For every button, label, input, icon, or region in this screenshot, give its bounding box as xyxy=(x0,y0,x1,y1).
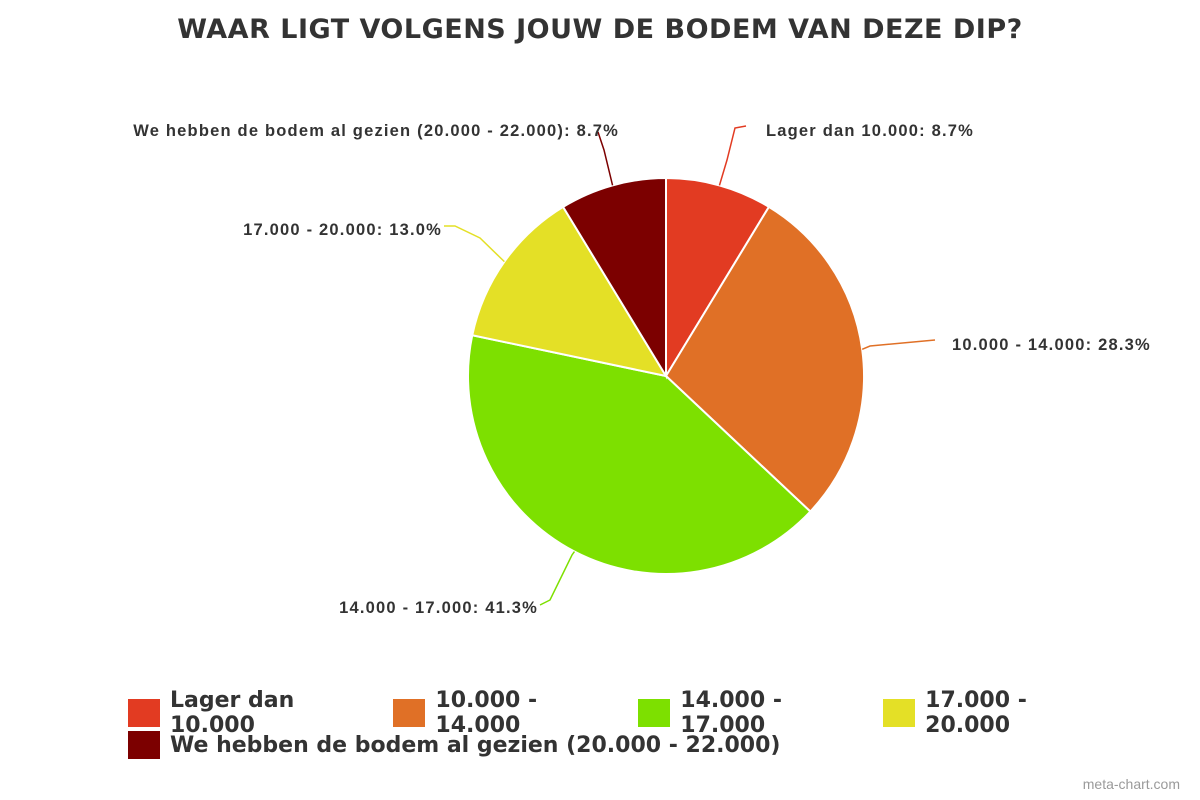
legend-row-2: We hebben de bodem al gezien (20.000 - 2… xyxy=(128,729,1128,761)
slice-label-1: 10.000 - 14.000: 28.3% xyxy=(952,336,1151,354)
leader-line-0 xyxy=(718,125,747,186)
pie-slice-1[interactable] xyxy=(664,205,865,513)
legend-item-bodem-al-gezien[interactable]: We hebben de bodem al gezien (20.000 - 2… xyxy=(128,731,780,759)
legend-swatch xyxy=(128,699,160,727)
chart-title: WAAR LIGT VOLGENS JOUW DE BODEM VAN DEZE… xyxy=(177,14,1023,45)
watermark: meta-chart.com xyxy=(1082,776,1180,792)
legend-swatch xyxy=(883,699,916,727)
legend-swatch xyxy=(638,699,671,727)
slice-label-4: We hebben de bodem al gezien (20.000 - 2… xyxy=(133,122,619,140)
leader-line-2 xyxy=(539,551,576,606)
legend-item-17000-20000[interactable]: 17.000 - 20.000 xyxy=(883,688,1098,738)
leader-line-4 xyxy=(597,131,614,186)
legend-swatch xyxy=(128,731,160,759)
leader-line-1 xyxy=(861,339,936,351)
legend-item-lager-dan-10000[interactable]: Lager dan 10.000 xyxy=(128,688,363,738)
legend-item-14000-17000[interactable]: 14.000 - 17.000 xyxy=(638,688,853,738)
pie-slice-2[interactable] xyxy=(467,334,812,575)
legend-label: 17.000 - 20.000 xyxy=(925,688,1027,738)
legend-label: 14.000 - 17.000 xyxy=(680,688,782,738)
slice-label-3: 17.000 - 20.000: 13.0% xyxy=(243,221,442,239)
legend-item-10000-14000[interactable]: 10.000 - 14.000 xyxy=(393,688,608,738)
slice-label-0: Lager dan 10.000: 8.7% xyxy=(766,122,974,140)
legend: Lager dan 10.000 10.000 - 14.000 14.000 … xyxy=(128,688,1128,761)
legend-row-1: Lager dan 10.000 10.000 - 14.000 14.000 … xyxy=(128,688,1128,738)
leader-line-3 xyxy=(444,225,505,263)
legend-swatch xyxy=(393,699,426,727)
leader-lines xyxy=(444,125,936,606)
slice-labels: Lager dan 10.000: 8.7% 10.000 - 14.000: 2… xyxy=(133,122,1151,617)
slice-label-2: 14.000 - 17.000: 41.3% xyxy=(339,599,538,617)
legend-label: We hebben de bodem al gezien (20.000 - 2… xyxy=(170,732,781,758)
legend-label: 10.000 - 14.000 xyxy=(435,688,538,738)
legend-label: Lager dan 10.000 xyxy=(170,688,295,738)
pie-slices xyxy=(467,176,865,575)
